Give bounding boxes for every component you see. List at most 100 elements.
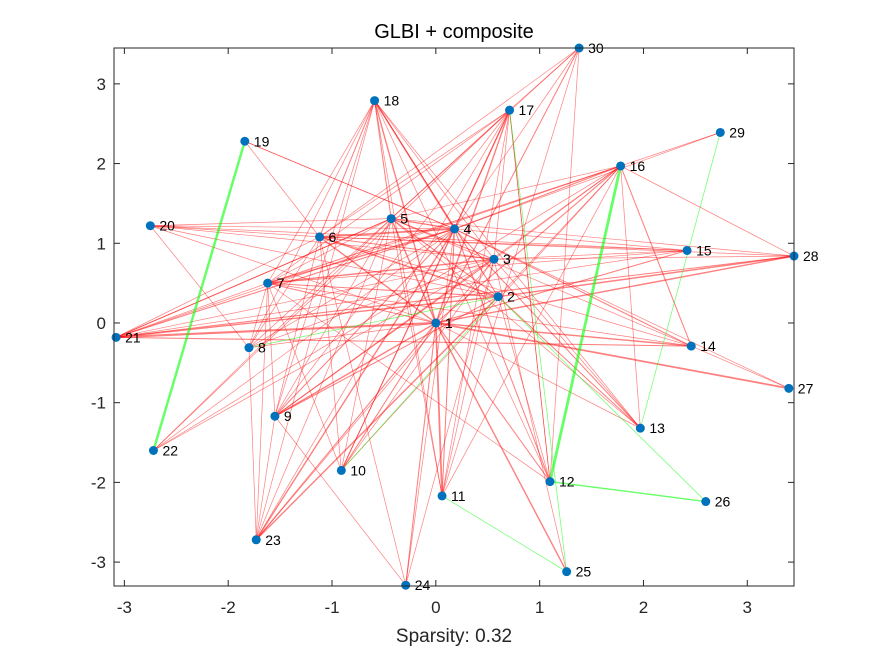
node-label-4: 4 [464,221,472,237]
edge-11-25 [441,495,567,572]
node-label-17: 17 [519,102,535,118]
y-tick-label: -1 [91,394,106,413]
node-9 [270,411,280,421]
chart-title: GLBI + composite [374,21,534,43]
edge-12-26 [549,480,706,503]
x-axis-ticks: -3 -2 -1 0 1 2 3 [117,48,752,617]
edge-7-14 [267,282,692,347]
edge-5-7 [267,218,392,284]
node-label-2: 2 [507,289,515,305]
edge-12-18 [374,100,551,482]
edge-4-15 [454,228,688,251]
node-label-24: 24 [415,577,431,593]
edge-24-3 [405,259,495,586]
edge-2-7 [267,282,499,298]
node-22 [148,446,158,456]
edge-6-24 [319,236,407,586]
edge-11-16 [441,165,621,497]
edge-21-28 [116,255,795,338]
node-8 [244,343,254,353]
node-label-26: 26 [715,494,731,510]
edge-3-20 [150,225,495,260]
edge-15-20 [150,225,688,251]
edge-3-8 [248,258,495,349]
edge-10-2 [341,296,499,471]
x-tick-label: -1 [324,598,339,617]
edge-7-21 [115,282,268,338]
edge-1-30 [435,47,580,324]
edge-18-23 [255,100,375,540]
edge-4-13 [454,228,641,429]
node-label-18: 18 [384,93,400,109]
edge-5-23 [255,218,392,540]
edge-14-16 [620,165,692,347]
edge-6-9 [274,236,320,417]
edge-2-21 [116,295,499,339]
edge-17-11 [441,110,510,496]
node-25 [562,567,572,577]
node-label-21: 21 [125,329,141,345]
edge-6-21 [115,236,320,338]
edge-25-3 [493,259,567,572]
edge-28-16 [620,165,795,257]
node-label-16: 16 [630,158,646,174]
node-label-15: 15 [696,242,712,258]
edge-20-5 [150,218,392,227]
edge-30-5 [390,47,580,219]
edge-2-6 [319,236,499,298]
node-label-11: 11 [451,488,466,504]
node-1 [431,318,441,328]
edge-5-16 [391,165,621,219]
edge-7-18 [267,100,375,284]
edge-27-4 [454,228,789,389]
node-label-22: 22 [162,443,178,459]
edge-1-23 [255,322,437,541]
x-tick-label: 3 [743,598,752,617]
y-tick-label: 3 [97,75,106,94]
edge-8-2 [248,296,499,349]
x-tick-label: 1 [535,598,544,617]
edge-21-14 [116,336,692,347]
edge-22-3 [153,258,495,451]
edge-4-14 [454,228,692,347]
node-11 [437,491,447,501]
plot-background [114,48,794,586]
edge-16-29 [620,132,721,167]
edge-5-18 [374,100,392,219]
node-label-1: 1 [445,315,453,331]
edge-2-26 [497,296,707,502]
node-23 [251,535,261,545]
x-tick-label: 0 [431,598,440,617]
edge-6-17 [319,109,510,238]
edge-24-4 [405,228,455,586]
node-label-8: 8 [258,340,266,356]
node-19 [240,136,250,146]
edge-1-7 [267,282,436,324]
node-2 [493,292,503,302]
edge-16-12 [548,165,622,482]
node-label-19: 19 [254,133,270,149]
edge-9-18 [274,100,375,417]
edge-16-21 [115,165,621,338]
edge-17-25 [509,110,567,572]
edge-6-20 [150,225,320,238]
node-4 [450,224,460,234]
node-12 [545,477,555,487]
edge-29-4 [454,132,721,230]
edge-7-10 [267,282,342,471]
y-tick-label: -3 [91,553,106,572]
y-tick-label: 0 [97,314,106,333]
edge-11-30 [441,47,580,497]
x-tick-label: -3 [117,598,132,617]
edge-5-13 [390,218,641,429]
node-label-10: 10 [350,462,366,478]
node-label-3: 3 [503,251,511,267]
node-label-20: 20 [159,218,175,234]
edge-4-30 [454,47,580,230]
edge-7-12 [267,282,551,482]
node-label-7: 7 [277,275,285,291]
x-tick-label: -2 [221,598,236,617]
node-label-6: 6 [329,229,337,245]
edge-6-18 [319,100,376,238]
node-label-5: 5 [400,211,408,227]
